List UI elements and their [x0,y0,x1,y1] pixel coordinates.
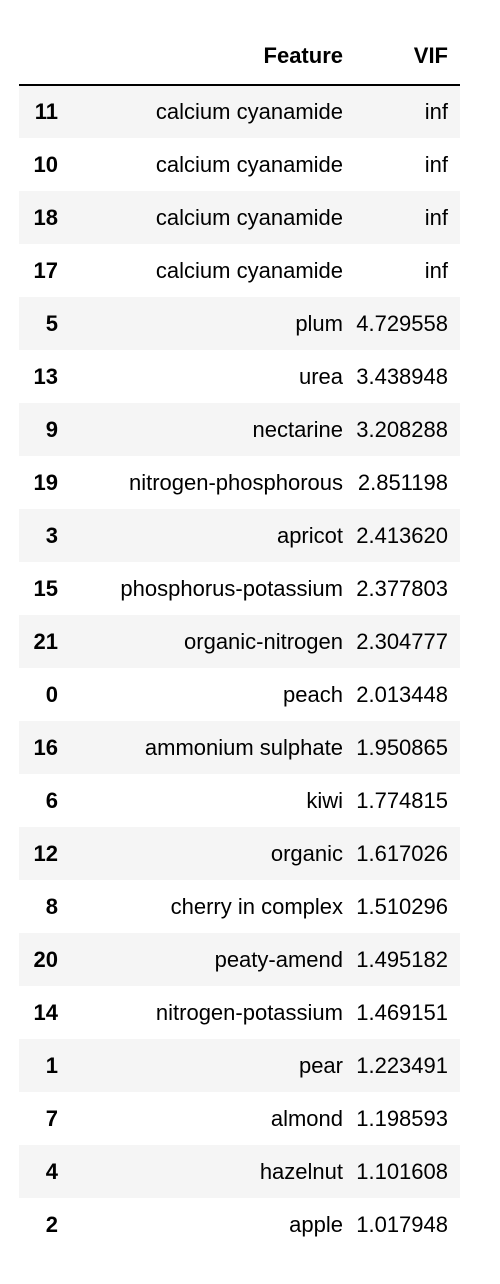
feature-cell: nitrogen-potassium [155,999,343,1025]
row-index: 19 [33,469,58,495]
table-row: 14 nitrogen-potassium 1.469151 [19,986,460,1039]
row-index: 18 [33,204,58,230]
feature-cell: apple [289,1211,343,1237]
dataframe-container: Feature VIF 11 calcium cyanamide inf 10 calc… [19,28,460,1251]
feature-cell: kiwi [306,787,343,813]
table-row: 12 organic 1.617026 [19,827,460,880]
feature-cell: hazelnut [259,1158,343,1184]
vif-cell: 1.198593 [356,1105,448,1131]
feature-cell: peaty-amend [214,946,343,972]
vif-cell: inf [424,151,448,177]
feature-cell: almond [270,1105,343,1131]
feature-cell: calcium cyanamide [155,257,343,283]
vif-cell: 1.774815 [356,787,448,813]
feature-cell: urea [298,363,343,389]
vif-cell: inf [424,99,448,124]
feature-cell: calcium cyanamide [155,151,343,177]
table-row: 19 nitrogen-phosphorous 2.851198 [19,456,460,509]
feature-cell: ammonium sulphate [144,734,343,760]
vif-cell: 1.223491 [356,1052,448,1078]
row-index: 12 [33,840,58,866]
vif-cell: 1.950865 [356,734,448,760]
vif-cell: 1.617026 [356,840,448,866]
table-row: 1 pear 1.223491 [19,1039,460,1092]
table-row: 8 cherry in complex 1.510296 [19,880,460,933]
row-index: 17 [33,257,58,283]
feature-cell: calcium cyanamide [155,204,343,230]
row-index: 8 [45,893,58,919]
vif-cell: 3.208288 [356,416,448,442]
feature-cell: organic [270,840,343,866]
row-index: 21 [33,628,58,654]
row-index: 0 [45,681,58,707]
feature-cell: cherry in complex [170,893,343,919]
table-row: 20 peaty-amend 1.495182 [19,933,460,986]
table-row: 7 almond 1.198593 [19,1092,460,1145]
vif-cell: 4.729558 [356,310,448,336]
table-row: 11 calcium cyanamide inf [19,85,460,138]
row-index: 20 [33,946,58,972]
vif-cell: 1.495182 [356,946,448,972]
feature-cell: pear [298,1052,343,1078]
table-row: 4 hazelnut 1.101608 [19,1145,460,1198]
feature-cell: calcium cyanamide [155,99,343,124]
vif-cell: 2.377803 [356,575,448,601]
table-header: Feature VIF [19,28,460,86]
vif-cell: 2.851198 [357,469,448,495]
vif-cell: 1.017948 [356,1211,448,1237]
vif-cell: 2.013448 [356,681,448,707]
row-index: 16 [33,734,58,760]
vif-header: VIF [355,28,460,86]
table-row: 3 apricot 2.413620 [19,509,460,562]
row-index: 4 [45,1158,58,1184]
row-index: 14 [33,999,58,1025]
vif-cell: 1.469151 [356,999,448,1025]
table-body: 11 calcium cyanamide inf 10 calcium cyanamid… [19,85,460,1251]
vif-table: Feature VIF 11 calcium cyanamide inf 10 calc… [19,28,460,1251]
table-row: 16 ammonium sulphate 1.950865 [19,721,460,774]
row-index: 2 [45,1211,58,1237]
table-row: 9 nectarine 3.208288 [19,403,460,456]
header-row: Feature VIF [19,28,460,86]
row-index: 11 [34,99,58,124]
row-index: 5 [45,310,58,336]
feature-cell: nectarine [252,416,343,442]
table-row: 21 organic-nitrogen 2.304777 [19,615,460,668]
row-index: 7 [45,1105,58,1131]
table-row: 0 peach 2.013448 [19,668,460,721]
vif-cell: 2.413620 [356,522,448,548]
feature-cell: plum [295,310,343,336]
row-index: 1 [45,1052,58,1078]
row-index: 10 [33,151,58,177]
vif-cell: 2.304777 [356,628,448,654]
feature-cell: phosphorus-potassium [120,575,343,601]
table-row: 5 plum 4.729558 [19,297,460,350]
row-index: 9 [45,416,58,442]
table-row: 15 phosphorus-potassium 2.377803 [19,562,460,615]
feature-cell: peach [283,681,343,707]
index-header [19,28,81,86]
table-row: 10 calcium cyanamide inf [19,138,460,191]
table-row: 17 calcium cyanamide inf [19,244,460,297]
vif-cell: inf [424,257,448,283]
feature-cell: apricot [276,522,343,548]
vif-cell: 1.101608 [356,1158,448,1184]
row-index: 13 [33,363,58,389]
feature-header: Feature [81,28,355,86]
feature-cell: organic-nitrogen [184,628,343,654]
row-index: 3 [45,522,58,548]
vif-cell: 1.510296 [356,893,448,919]
feature-cell: nitrogen-phosphorous [128,469,343,495]
table-row: 6 kiwi 1.774815 [19,774,460,827]
vif-cell: inf [424,204,448,230]
vif-cell: 3.438948 [356,363,448,389]
table-row: 13 urea 3.438948 [19,350,460,403]
row-index: 15 [33,575,58,601]
row-index: 6 [45,787,58,813]
table-row: 2 apple 1.017948 [19,1198,460,1251]
table-row: 18 calcium cyanamide inf [19,191,460,244]
